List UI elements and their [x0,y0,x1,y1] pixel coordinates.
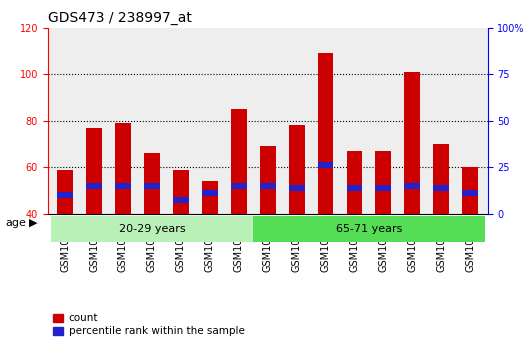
Bar [86,128,102,214]
Legend: count, percentile rank within the sample: count, percentile rank within the sample [53,313,244,336]
Bar [375,185,391,191]
Bar [144,183,160,189]
Bar [434,144,449,214]
Bar [375,151,391,214]
Bar [202,181,218,214]
Text: ▶: ▶ [29,218,38,227]
Bar [57,170,73,214]
Bar [57,193,73,198]
Bar [202,190,218,196]
Bar [404,183,420,189]
Bar [260,146,276,214]
Bar [173,170,189,214]
Bar [462,190,478,196]
Bar [231,109,246,214]
Bar [289,185,305,191]
Bar [347,185,363,191]
Bar [231,183,246,189]
Bar [317,162,333,168]
Bar [462,167,478,214]
Text: 20-29 years: 20-29 years [119,224,185,234]
Bar [115,183,131,189]
Bar [115,123,131,214]
Bar [144,153,160,214]
Bar [173,197,189,203]
Text: 65-71 years: 65-71 years [336,224,402,234]
FancyBboxPatch shape [253,216,485,242]
Bar [289,125,305,214]
Text: GDS473 / 238997_at: GDS473 / 238997_at [48,11,191,25]
Text: age: age [5,218,26,227]
Bar [317,53,333,214]
Bar [347,151,363,214]
FancyBboxPatch shape [50,216,253,242]
Bar [434,185,449,191]
Bar [404,72,420,214]
Bar [260,183,276,189]
Bar [86,183,102,189]
